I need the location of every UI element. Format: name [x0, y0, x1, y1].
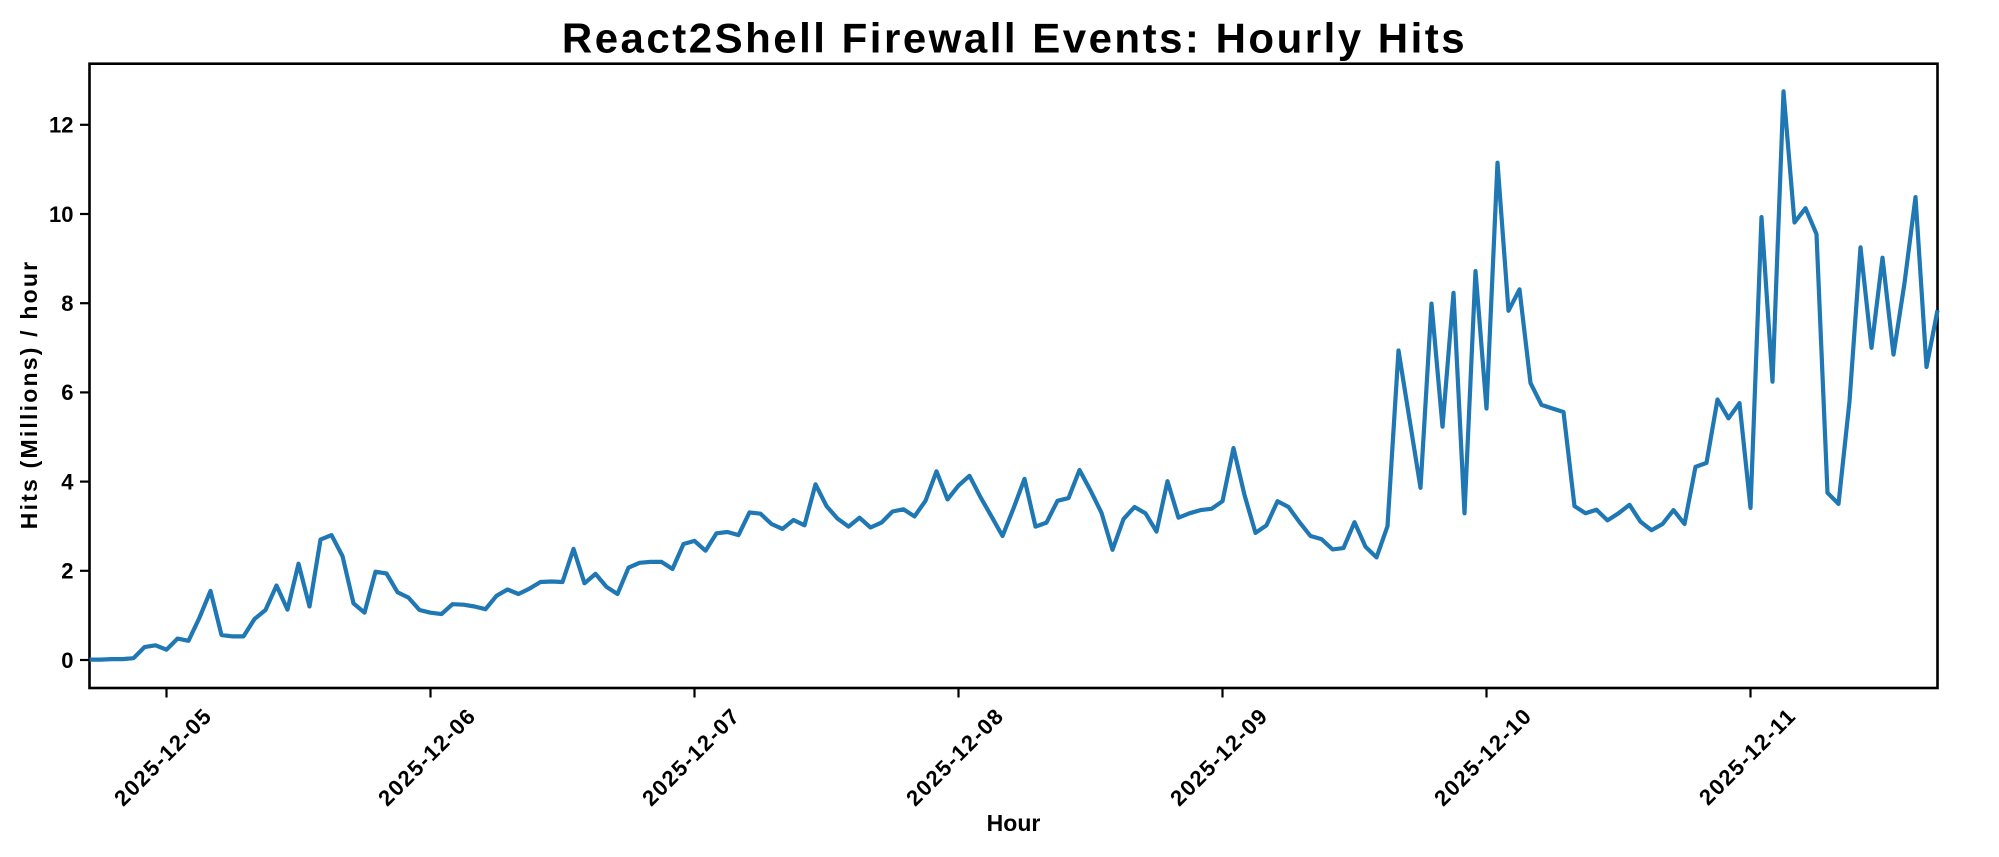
svg-text:Hits (Millions) / hour: Hits (Millions) / hour: [16, 260, 42, 529]
svg-text:4: 4: [61, 469, 74, 494]
svg-text:10: 10: [49, 202, 73, 227]
svg-text:6: 6: [61, 380, 73, 405]
svg-text:React2Shell Firewall Events: H: React2Shell Firewall Events: Hourly Hits: [562, 15, 1467, 62]
svg-text:12: 12: [49, 113, 73, 138]
svg-text:2: 2: [61, 559, 73, 584]
svg-text:0: 0: [61, 648, 73, 673]
svg-text:8: 8: [61, 291, 73, 316]
svg-text:Hour: Hour: [987, 810, 1041, 836]
